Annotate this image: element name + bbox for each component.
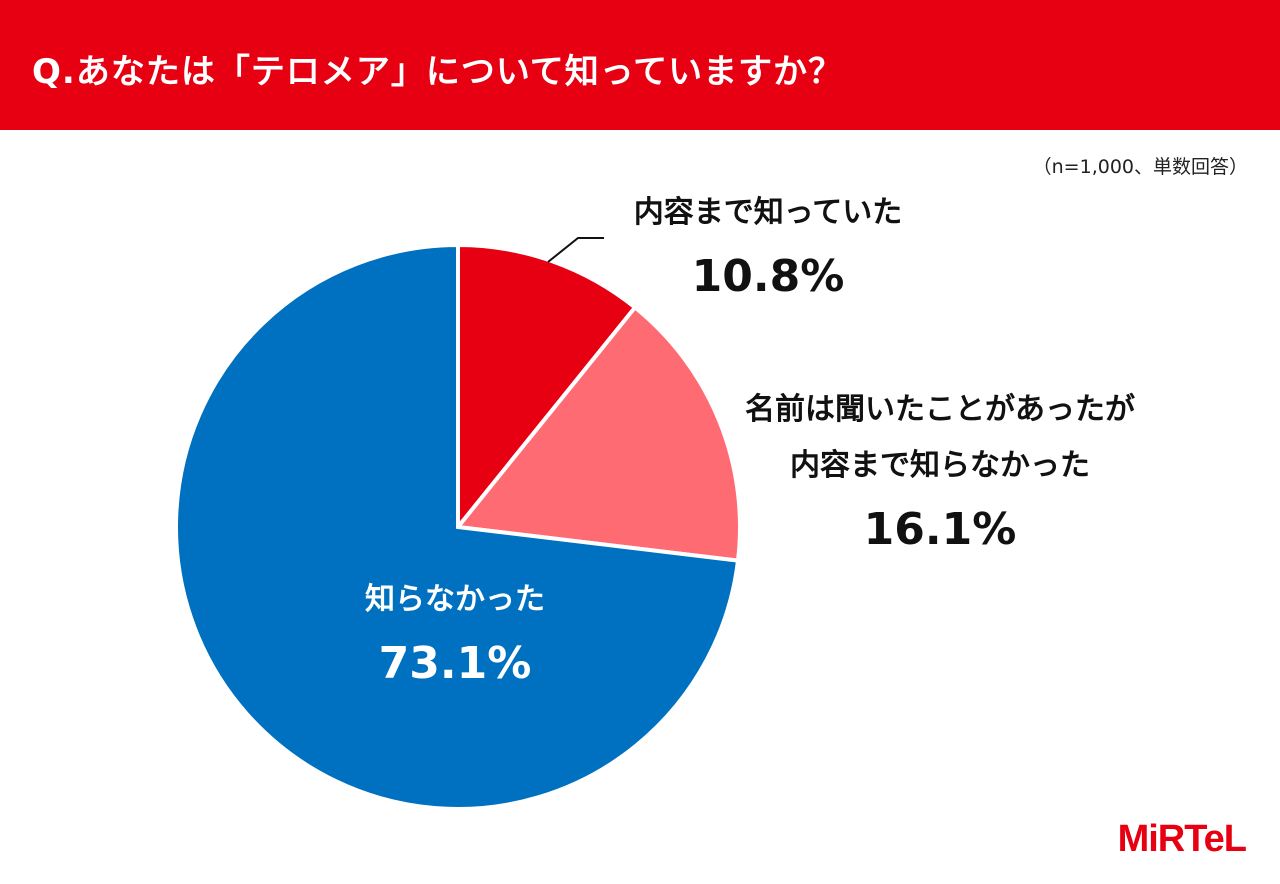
mirtel-logo: MiRTeL: [1117, 818, 1247, 860]
slice-label-unknown: 知らなかった: [365, 582, 545, 617]
slice-unknown: [174, 242, 741, 811]
slice-label-heard-line1: 名前は聞いたことがあったが: [745, 392, 1135, 427]
label-heard-name: 名前は聞いたことがあったが 内容まで知らなかった 16.1%: [700, 382, 1180, 560]
sample-note: （n=1,000、単数回答）: [1032, 156, 1248, 178]
question-title: Q.あなたは「テロメア」について知っていますか？: [32, 52, 844, 92]
leader-line-known: [547, 237, 604, 263]
slice-value-unknown: 73.1%: [378, 638, 532, 689]
slice-value-heard: 16.1%: [863, 504, 1017, 555]
question-banner: Q.あなたは「テロメア」について知っていますか？: [0, 0, 1280, 130]
slice-heard: [454, 304, 742, 563]
slice-label-known: 内容まで知っていた: [633, 195, 903, 230]
slice-value-known: 10.8%: [691, 251, 845, 302]
slice-label-heard-line2: 内容まで知らなかった: [790, 448, 1090, 483]
label-did-not-know: 知らなかった 73.1%: [305, 572, 605, 694]
label-known-content: 内容まで知っていた 10.8%: [618, 185, 918, 307]
slice-known: [456, 242, 638, 533]
